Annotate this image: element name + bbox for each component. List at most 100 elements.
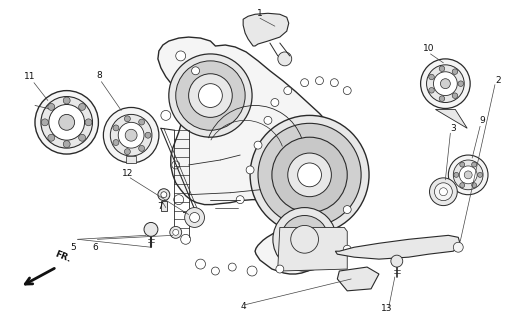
Circle shape [85,119,92,126]
Circle shape [458,81,464,86]
Circle shape [125,116,130,122]
Circle shape [343,245,351,253]
Circle shape [435,183,452,201]
Circle shape [343,206,351,213]
Circle shape [176,51,185,61]
Circle shape [158,189,170,201]
Text: 1: 1 [257,9,263,18]
Circle shape [288,153,331,197]
Circle shape [316,77,324,85]
Circle shape [228,263,236,271]
Text: 13: 13 [381,304,393,313]
Circle shape [391,255,403,267]
Circle shape [429,88,435,93]
Text: 3: 3 [451,124,456,133]
Circle shape [284,87,292,95]
Text: 8: 8 [96,71,102,80]
Circle shape [190,212,200,222]
Circle shape [192,67,200,75]
Circle shape [449,155,488,195]
Text: 4: 4 [240,302,246,311]
Circle shape [110,114,152,156]
Circle shape [254,141,262,149]
Circle shape [439,66,445,71]
Circle shape [276,265,284,273]
Circle shape [63,97,70,104]
Circle shape [246,166,254,174]
Circle shape [297,163,321,187]
Circle shape [174,195,184,204]
Circle shape [281,215,328,263]
Circle shape [433,72,457,96]
Circle shape [247,266,257,276]
Text: 12: 12 [121,169,133,178]
Circle shape [460,162,465,167]
Circle shape [41,97,92,148]
Circle shape [181,234,191,244]
Circle shape [452,69,458,75]
Circle shape [291,225,318,253]
Circle shape [453,160,483,190]
Circle shape [79,134,85,141]
Circle shape [301,79,308,87]
Circle shape [139,119,145,125]
Text: 7: 7 [157,202,163,211]
Circle shape [420,59,470,108]
Circle shape [59,114,75,130]
Circle shape [212,267,219,275]
Circle shape [460,183,465,188]
Circle shape [264,116,272,124]
Text: FR.: FR. [54,250,72,264]
Text: 2: 2 [495,76,501,85]
Circle shape [41,119,48,126]
Circle shape [452,93,458,99]
Polygon shape [337,267,379,291]
Circle shape [170,227,182,238]
Circle shape [49,105,84,140]
Circle shape [161,110,171,120]
Circle shape [173,229,179,235]
Text: 9: 9 [479,116,485,125]
Circle shape [273,208,337,271]
Circle shape [439,96,445,101]
Circle shape [48,103,55,110]
Circle shape [169,54,252,137]
Circle shape [478,172,482,177]
Circle shape [139,145,145,151]
Circle shape [113,140,119,146]
Circle shape [271,99,279,107]
Circle shape [330,79,338,87]
Circle shape [278,52,292,66]
Text: 5: 5 [71,243,77,252]
Circle shape [464,171,472,179]
Circle shape [472,162,477,167]
Circle shape [258,123,361,227]
Circle shape [199,84,222,108]
Circle shape [440,79,450,89]
Circle shape [429,74,435,80]
Circle shape [472,183,477,188]
Circle shape [429,178,457,206]
Text: 10: 10 [423,44,435,53]
Circle shape [103,108,159,163]
Circle shape [439,188,448,196]
Circle shape [172,161,180,169]
Circle shape [343,87,351,95]
Circle shape [144,222,158,236]
Circle shape [35,91,98,154]
Circle shape [189,74,232,117]
Circle shape [176,61,245,130]
Circle shape [79,103,85,110]
Circle shape [63,141,70,148]
Circle shape [459,166,477,184]
Polygon shape [126,156,136,163]
Text: 11: 11 [24,72,36,81]
Circle shape [427,65,464,102]
Bar [161,201,167,211]
Circle shape [48,134,55,141]
Circle shape [145,132,151,138]
Circle shape [195,259,205,269]
Circle shape [184,208,204,228]
Polygon shape [336,235,460,259]
Circle shape [125,149,130,155]
